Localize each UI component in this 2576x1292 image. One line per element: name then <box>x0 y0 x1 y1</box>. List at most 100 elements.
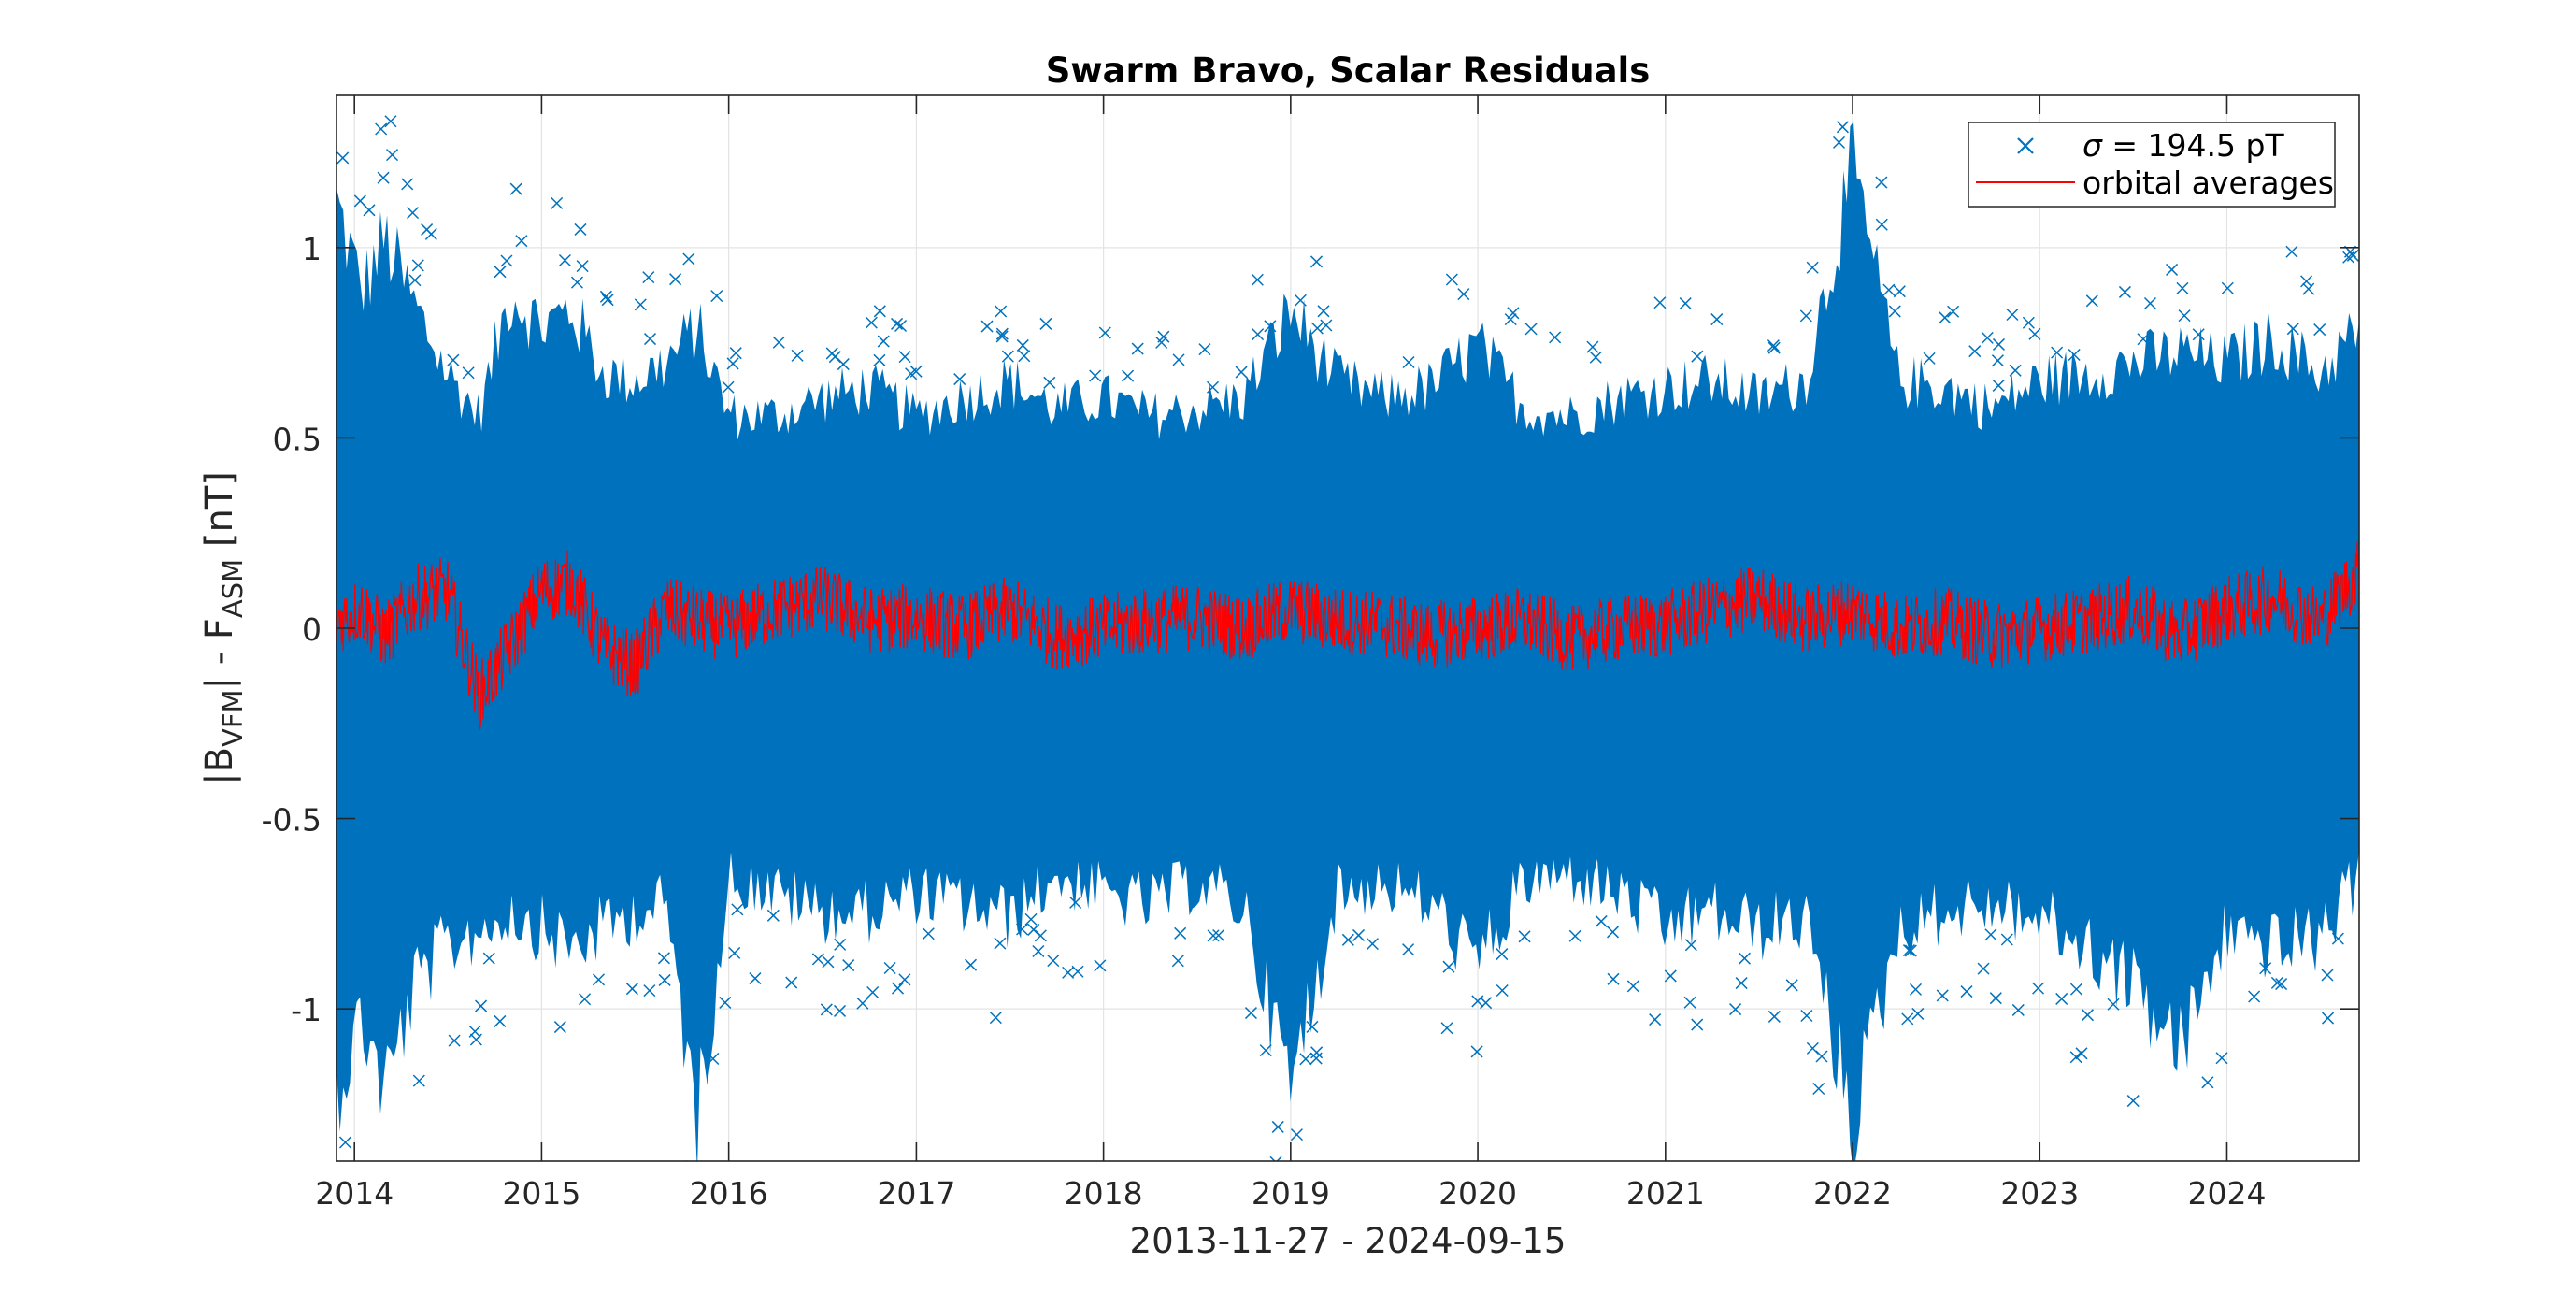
residual-point <box>1882 283 1896 296</box>
residual-point <box>2032 982 2045 995</box>
residual-point <box>1832 136 1846 149</box>
residual-point <box>1320 319 1333 332</box>
residual-point <box>576 260 589 273</box>
chart-title: Swarm Bravo, Scalar Residuals <box>1046 50 1651 91</box>
residual-point <box>643 984 656 998</box>
series-layer <box>336 115 2359 1161</box>
residual-point <box>1691 1018 1704 1031</box>
residual-point <box>1470 1045 1483 1058</box>
residual-point <box>1015 923 1029 936</box>
residual-point <box>883 961 896 975</box>
residual-point <box>890 317 904 330</box>
residual-point <box>2051 346 2064 359</box>
residual-point <box>1738 952 1751 965</box>
residual-point <box>1875 218 1888 231</box>
residual-point <box>1034 929 1047 942</box>
y-tick-label: -0.5 <box>262 802 322 839</box>
residual-point <box>462 366 475 380</box>
residual-point <box>842 959 855 972</box>
residual-point <box>1157 330 1170 343</box>
residual-point <box>1306 1020 1319 1033</box>
residual-point <box>1767 341 1781 354</box>
residual-point <box>772 336 785 349</box>
residual-point <box>669 273 682 286</box>
residual-point <box>1089 369 1102 382</box>
legend-label-sigma: σ = 194.5 pT <box>2082 127 2284 164</box>
residual-point <box>625 983 638 996</box>
residual-point <box>1069 896 1082 909</box>
x-tick-label: 2016 <box>690 1175 768 1212</box>
residual-point <box>1122 369 1135 382</box>
residual-point <box>833 1004 847 1017</box>
residual-point <box>1352 928 1366 941</box>
residual-point <box>953 373 966 386</box>
residual-point <box>2006 308 2019 322</box>
residual-point <box>2201 1076 2214 1089</box>
x-tick-label: 2015 <box>502 1175 580 1212</box>
residual-point <box>592 973 606 986</box>
residual-point <box>2000 933 2013 946</box>
residual-point <box>2248 990 2261 1003</box>
residual-point <box>1071 965 1084 978</box>
residual-point <box>1815 1050 1828 1063</box>
residual-point <box>2178 309 2191 323</box>
residual-point <box>2192 328 2205 341</box>
y-axis-label-sub2: ASM <box>217 559 249 618</box>
residual-point <box>1968 345 1982 358</box>
x-axis-label: 2013-11-27 - 2024-09-15 <box>1130 1221 1567 1261</box>
residual-point <box>1586 340 1599 353</box>
residual-point <box>2176 281 2189 294</box>
residual-point <box>1607 972 1620 985</box>
residual-point <box>2055 992 2068 1005</box>
residual-point <box>1294 294 1307 307</box>
residual-point <box>1785 979 1798 992</box>
residual-point <box>1264 320 1277 333</box>
residual-point <box>1893 285 1906 298</box>
residual-point <box>1442 960 1455 973</box>
residual-point <box>2069 1051 2082 1064</box>
residual-point <box>873 305 886 318</box>
orbital-averages-line <box>336 540 2359 730</box>
residual-point <box>719 996 732 1009</box>
residual-point <box>494 1014 507 1027</box>
x-tick-label: 2017 <box>877 1175 955 1212</box>
residual-point <box>1043 376 1056 389</box>
residual-point <box>766 909 780 922</box>
residual-point <box>1496 948 1509 961</box>
residual-point <box>1402 943 1415 956</box>
residual-point <box>865 316 878 329</box>
y-tick-label: 0.5 <box>273 421 322 457</box>
residual-point <box>2321 969 2334 982</box>
residual-point <box>2107 998 2120 1011</box>
residual-point <box>685 1159 698 1161</box>
residual-point <box>1729 1003 1742 1016</box>
residual-point <box>1457 288 1470 301</box>
residual-point <box>1027 923 1040 936</box>
residual-point <box>1710 313 1724 326</box>
residual-point <box>1341 933 1354 946</box>
residual-point <box>1047 955 1060 968</box>
residual-point <box>375 122 388 136</box>
residual-point <box>1252 328 1265 341</box>
residual-point <box>1606 926 1620 939</box>
residual-point <box>401 178 414 191</box>
y-axis-label-prefix: |B <box>198 747 241 785</box>
residual-point <box>1445 273 1458 286</box>
residual-point <box>1001 350 1014 363</box>
residual-point <box>834 938 847 951</box>
residual-point <box>642 271 655 284</box>
residual-point <box>1244 1007 1257 1020</box>
residual-point <box>820 1003 833 1016</box>
legend-label-orbital: orbital averages <box>2082 165 2334 201</box>
residual-point <box>2331 932 2344 945</box>
residual-point <box>726 357 739 370</box>
residual-point <box>1310 1046 1324 1059</box>
y-axis-label-sub1: VFM <box>217 689 249 747</box>
residual-point <box>1039 317 1052 330</box>
residual-point <box>1888 305 1901 318</box>
residual-point <box>1016 338 1029 352</box>
residual-point <box>509 182 522 195</box>
residual-point <box>707 1052 720 1066</box>
